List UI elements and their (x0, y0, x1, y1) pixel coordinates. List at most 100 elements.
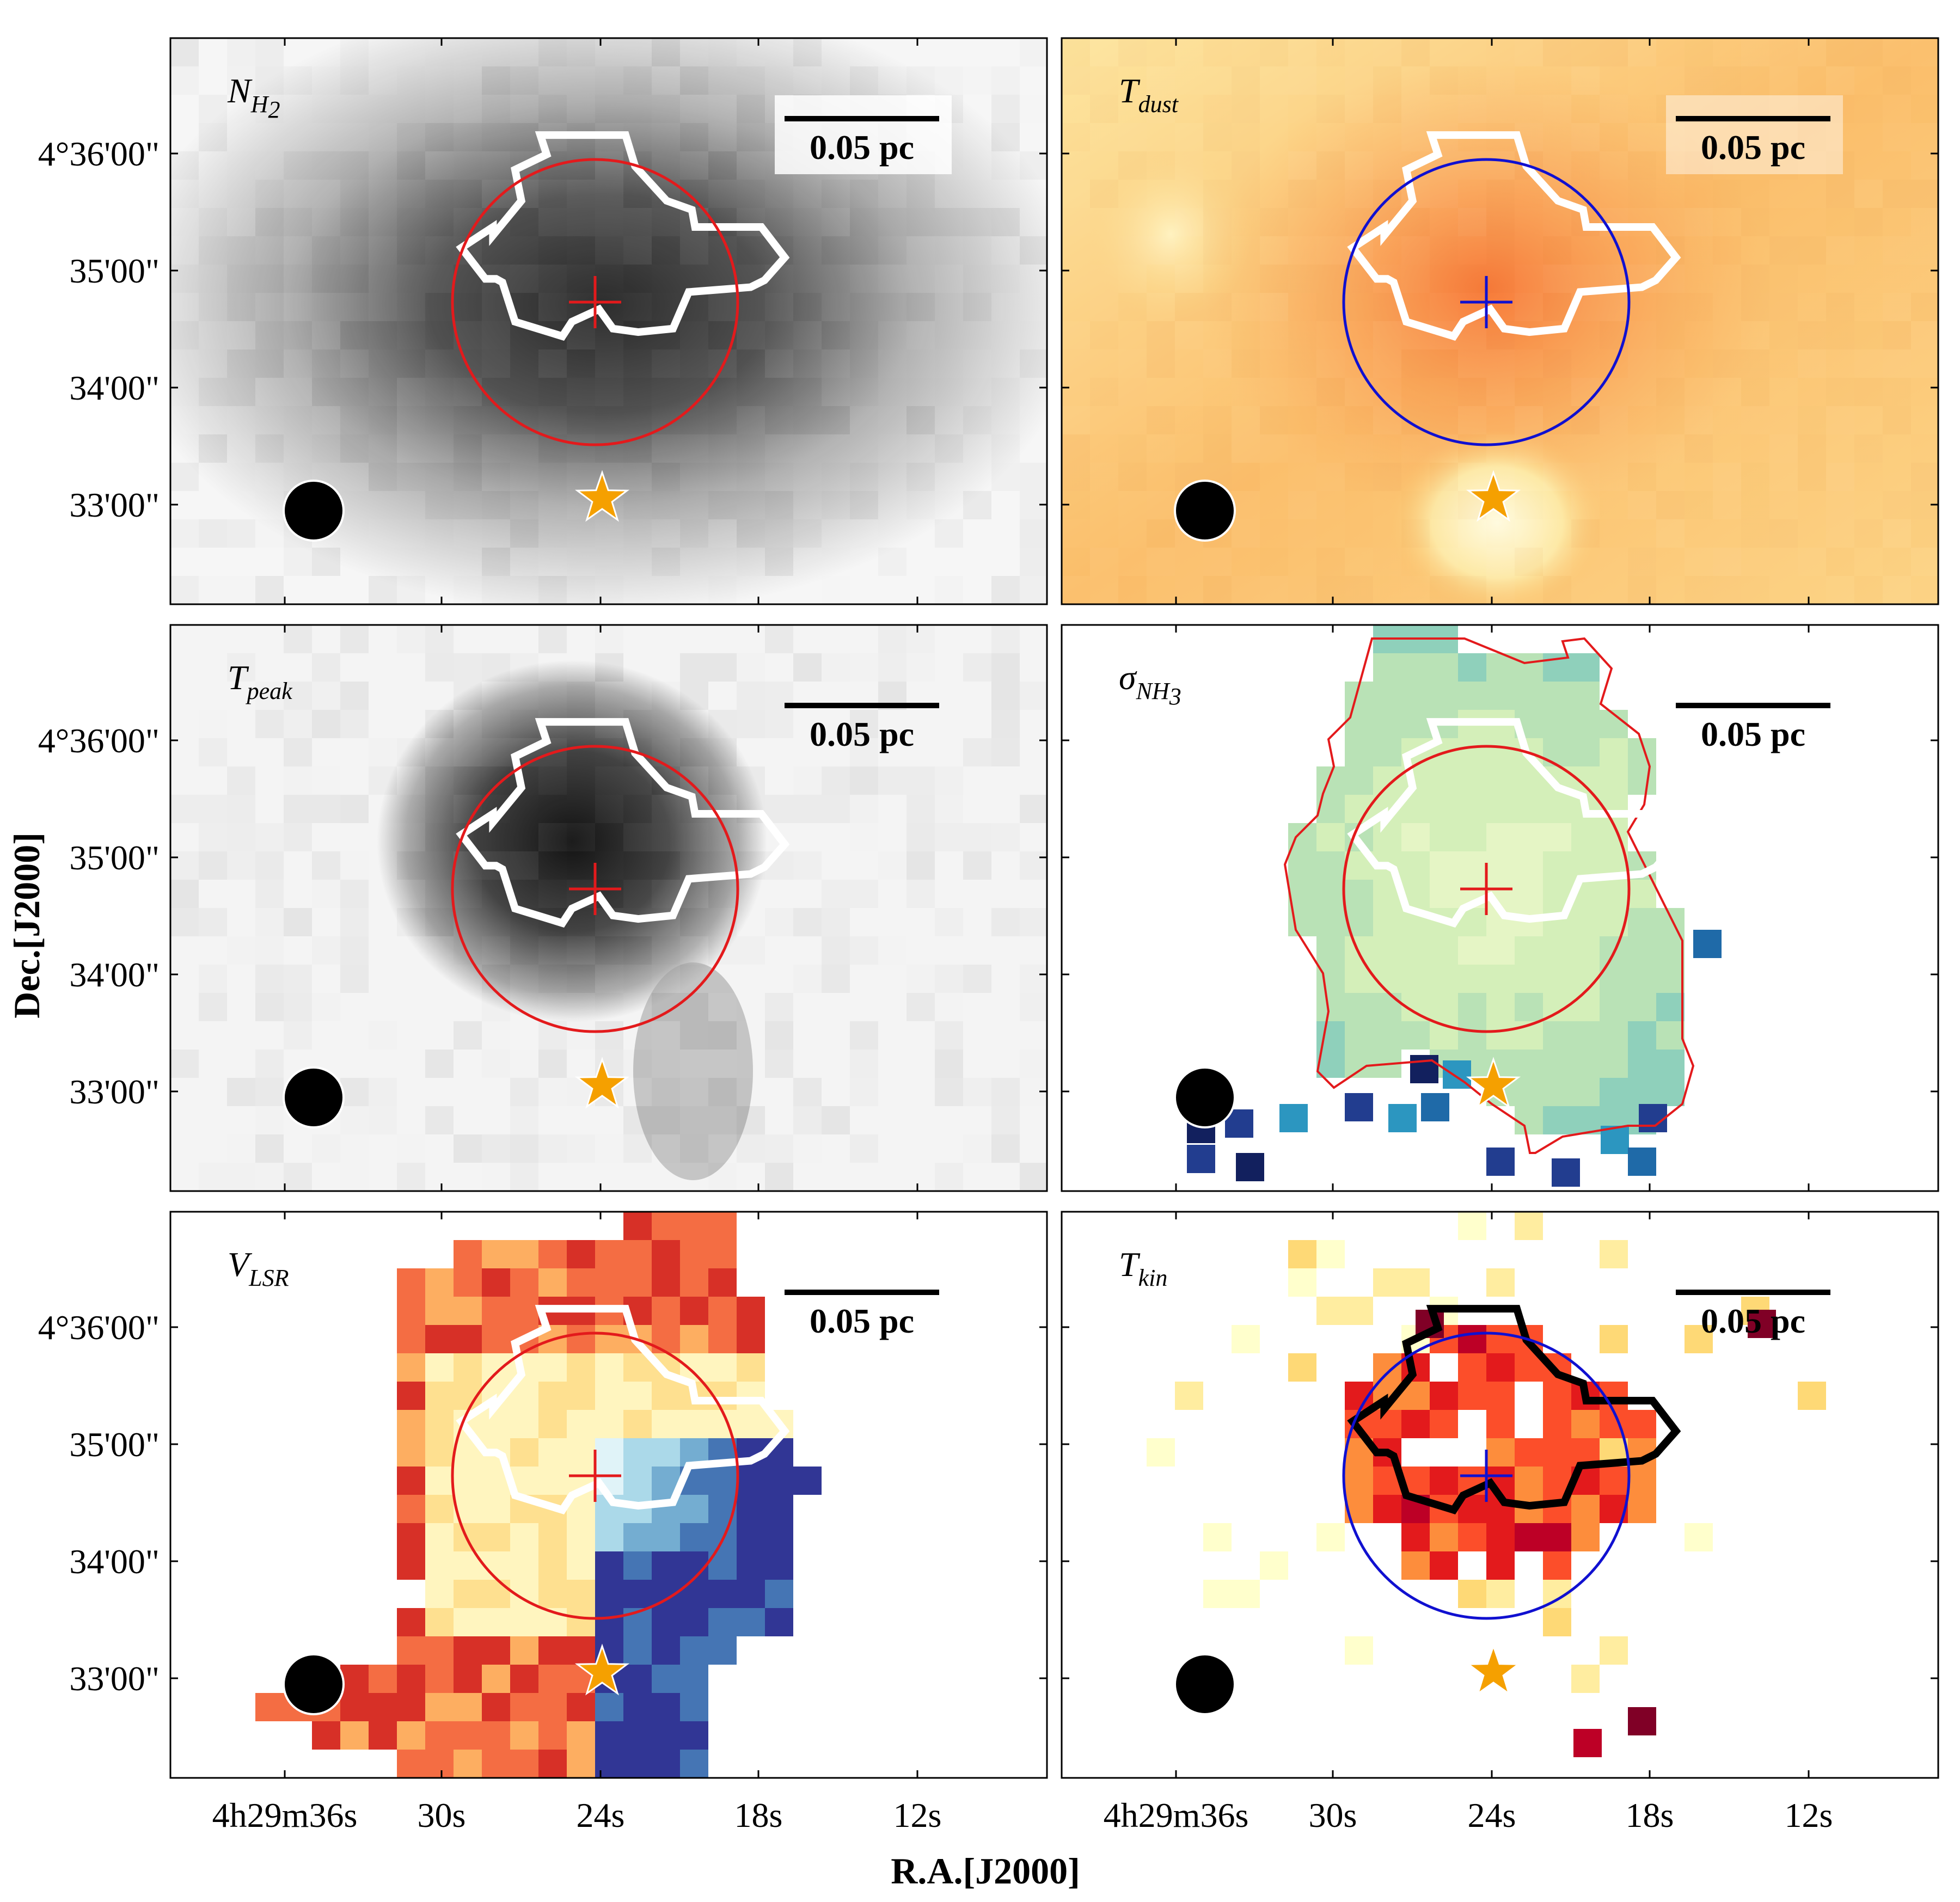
map-pixel (1713, 236, 1741, 265)
map-pixel (369, 293, 397, 321)
map-pixel (963, 880, 991, 908)
map-pixel (482, 1050, 510, 1078)
map-pixel (1600, 463, 1628, 491)
map-pixel (1020, 378, 1048, 406)
map-pixel (652, 1750, 680, 1778)
map-pixel (1515, 1050, 1543, 1078)
map-pixel (1316, 123, 1345, 151)
map-pixel (906, 1106, 935, 1134)
map-pixel (680, 406, 708, 434)
map-pixel (397, 123, 425, 151)
map-pixel (1628, 66, 1656, 95)
map-pixel (482, 180, 510, 208)
map-pixel (425, 682, 454, 710)
x-tick-label: 30s (418, 1796, 466, 1834)
map-pixel (425, 710, 454, 738)
map-pixel (935, 653, 963, 682)
map-pixel (1203, 1580, 1232, 1608)
map-pixel (1486, 236, 1515, 265)
map-pixel (1685, 491, 1713, 519)
map-pixel (793, 463, 822, 491)
map-pixel (510, 491, 538, 519)
map-pixel (340, 1693, 369, 1721)
map-pixel (1118, 576, 1147, 604)
map-pixel (906, 265, 935, 293)
map-pixel (822, 710, 850, 738)
map-pixel (397, 1665, 425, 1693)
map-pixel (1175, 378, 1203, 406)
y-tick-label: 35'00" (69, 251, 160, 290)
map-pixel (170, 880, 199, 908)
map-pixel (227, 908, 255, 936)
map-pixel (510, 1297, 538, 1325)
map-pixel (397, 738, 425, 766)
map-pixel (284, 180, 312, 208)
map-pixel (765, 180, 793, 208)
map-pixel (1798, 576, 1826, 604)
map-pixel (482, 1551, 510, 1580)
map-pixel (1232, 265, 1260, 293)
map-pixel (595, 823, 623, 851)
map-pixel (284, 208, 312, 236)
map-pixel (538, 1551, 567, 1580)
map-pixel (397, 1693, 425, 1721)
map-pixel (1147, 519, 1175, 548)
map-pixel (708, 151, 737, 180)
core-contour (456, 131, 790, 341)
map-pixel (482, 1495, 510, 1523)
panel-frame (169, 624, 1048, 1192)
map-pixel (538, 1134, 567, 1163)
map-pixel (1486, 1325, 1515, 1353)
map-pixel (737, 349, 765, 378)
map-pixel (906, 795, 935, 823)
map-pixel (1458, 66, 1486, 95)
map-pixel (1020, 795, 1047, 823)
map-pixel (765, 965, 793, 993)
map-pixel (340, 1106, 369, 1134)
map-pixel (170, 378, 199, 406)
map-pixel (1515, 795, 1543, 823)
map-pixel (1288, 321, 1316, 349)
map-pixel (312, 265, 340, 293)
map-pixel (1020, 66, 1048, 95)
map-pixel (425, 406, 454, 434)
map-pixel (1345, 576, 1373, 604)
map-pixel (425, 576, 454, 604)
map-pixel (1090, 434, 1118, 463)
map-pixel (312, 180, 340, 208)
map-pixel (199, 406, 227, 434)
map-pixel (1421, 1093, 1449, 1121)
map-pixel (284, 1021, 312, 1050)
map-pixel (991, 180, 1020, 208)
map-pixel (397, 823, 425, 851)
map-pixel (340, 236, 369, 265)
map-pixel (170, 738, 199, 766)
map-pixel (652, 653, 680, 682)
map-pixel (1628, 993, 1656, 1021)
map-pixel (369, 95, 397, 123)
map-pixel (1741, 576, 1769, 604)
map-pixel (1628, 151, 1656, 180)
map-pixel (1798, 265, 1826, 293)
map-pixel (1826, 576, 1854, 604)
map-pixel (595, 1608, 623, 1636)
beam-size-circle (283, 1066, 345, 1128)
map-pixel (878, 349, 906, 378)
map-pixel (680, 936, 708, 965)
map-pixel (1600, 406, 1628, 434)
map-pixel (963, 576, 991, 604)
map-pixel (878, 1050, 906, 1078)
map-pixel (680, 682, 708, 710)
map-pixel (1430, 180, 1458, 208)
map-pixel (878, 491, 906, 519)
core-contour (456, 718, 790, 928)
map-pixel (369, 1163, 397, 1191)
map-pixel (1316, 1523, 1345, 1551)
map-pixel (170, 519, 199, 548)
map-pixel (765, 1580, 793, 1608)
map-pixel (906, 321, 935, 349)
map-pixel (397, 1438, 425, 1467)
map-pixel (1515, 653, 1543, 682)
map-pixel (1515, 880, 1543, 908)
map-pixel (1020, 519, 1048, 548)
